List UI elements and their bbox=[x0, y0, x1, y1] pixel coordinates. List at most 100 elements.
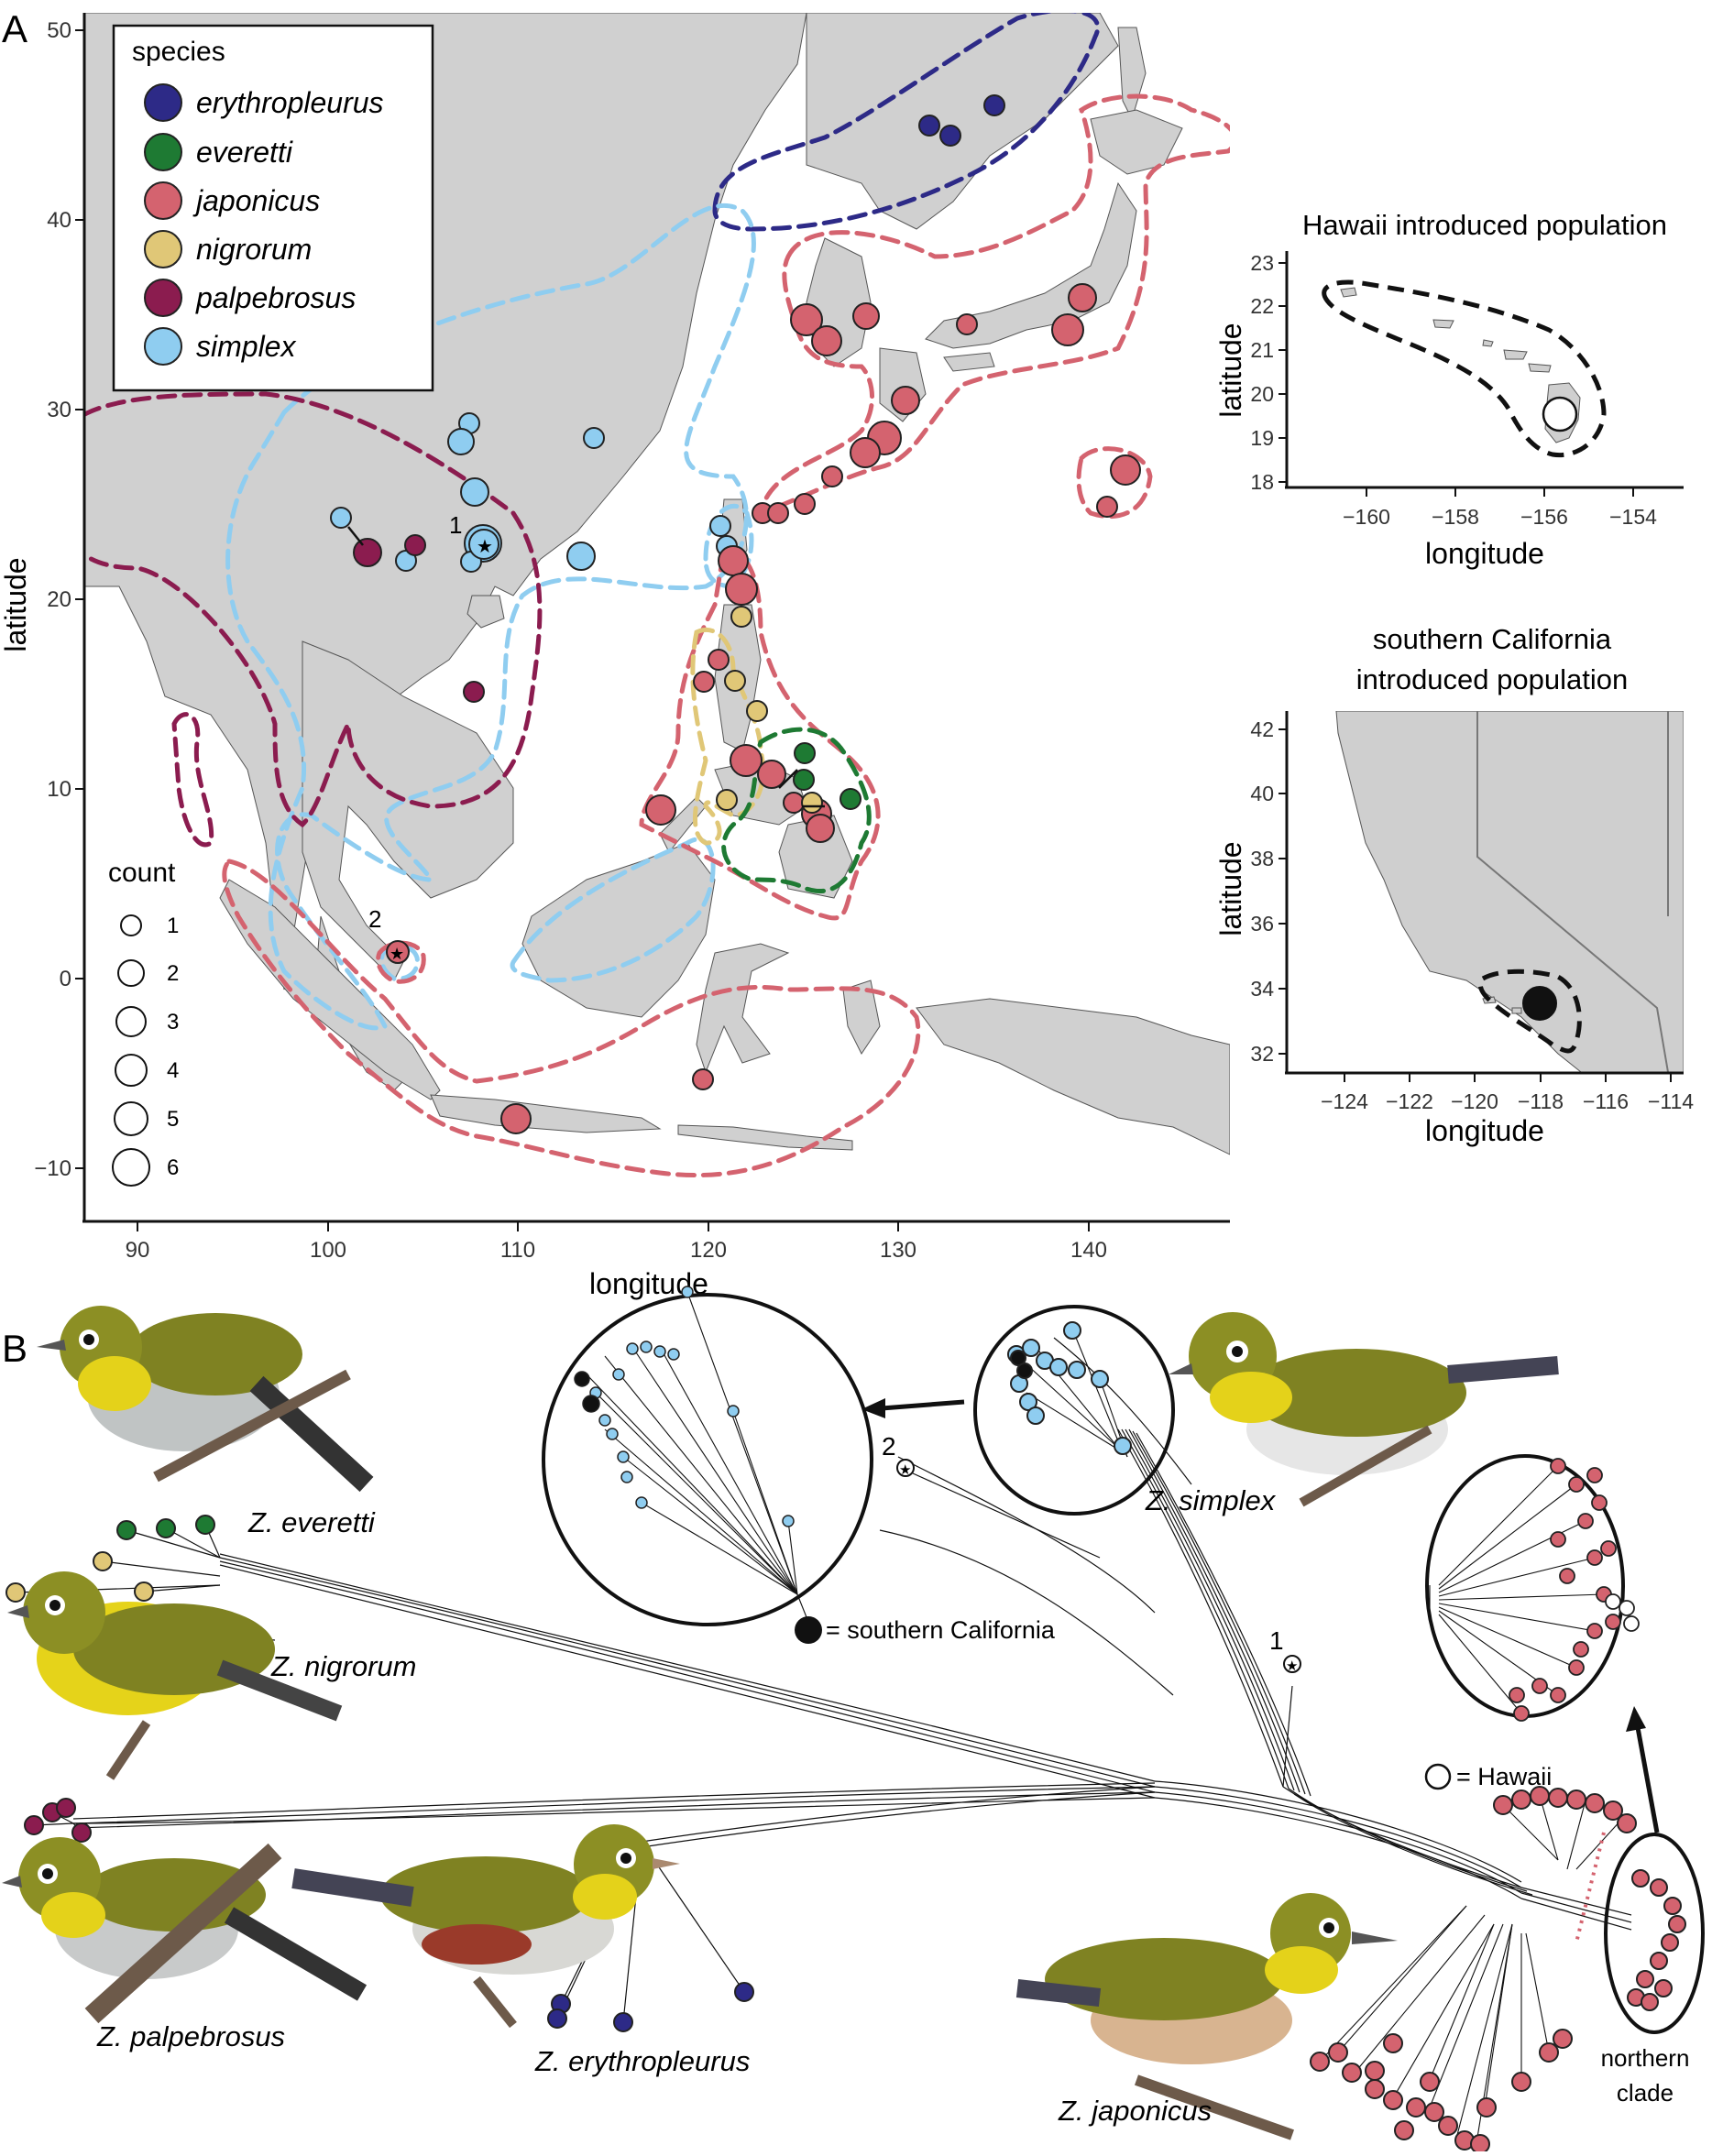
count-legend-value: 3 bbox=[167, 1010, 179, 1034]
tip-japonicus bbox=[1365, 2079, 1385, 2099]
hawaii-zoom-circle bbox=[1425, 1454, 1625, 1718]
site-star-icon: ★ bbox=[477, 537, 493, 557]
california-y-tick: 40 bbox=[1250, 782, 1274, 805]
point-simplex-site-1 bbox=[468, 529, 499, 560]
tip-japonicus bbox=[1586, 1623, 1603, 1639]
land-mindanao bbox=[778, 815, 853, 899]
land-california bbox=[1335, 711, 1684, 1072]
range-japonicus-east bbox=[757, 93, 1230, 517]
tip-japonicus bbox=[1550, 1687, 1566, 1703]
california-y-tick: 34 bbox=[1250, 977, 1274, 1001]
map-y-label: latitude bbox=[0, 557, 32, 651]
range-everetti bbox=[721, 727, 872, 894]
tip-japonicus bbox=[1631, 1869, 1650, 1888]
tip-simplex bbox=[1022, 1339, 1040, 1357]
tip-simplex bbox=[620, 1471, 633, 1483]
tip-label-1: 1 bbox=[1269, 1626, 1284, 1655]
map-y-tick: 0 bbox=[60, 967, 71, 991]
land-lesser-sunda bbox=[677, 1124, 853, 1151]
legend-label: erythropleurus bbox=[196, 86, 384, 119]
point-japonicus bbox=[852, 302, 880, 330]
hawaii-y-tick: 19 bbox=[1250, 426, 1274, 450]
range-simplex bbox=[225, 202, 756, 1031]
point-japonicus bbox=[730, 744, 763, 777]
legend-swatch-erythropleurus bbox=[144, 83, 182, 122]
map-y-tick: 50 bbox=[47, 18, 71, 43]
point-palpebrosus bbox=[353, 538, 382, 567]
species-label-everetti: Z. everetti bbox=[247, 1506, 376, 1538]
tip-japonicus bbox=[1365, 2061, 1385, 2081]
tip-japonicus bbox=[1470, 2134, 1490, 2154]
tip-simplex bbox=[617, 1450, 630, 1463]
range-palpebrosus-andaman bbox=[171, 712, 214, 848]
point-everetti bbox=[793, 769, 815, 791]
legend-swatch-nigrorum bbox=[144, 230, 182, 268]
tip-japonicus bbox=[1605, 1614, 1621, 1630]
tip-simplex bbox=[635, 1496, 648, 1509]
tip-japonicus bbox=[1603, 1800, 1623, 1821]
map-x-tick: 140 bbox=[1070, 1238, 1107, 1263]
tip-japonicus bbox=[1548, 1788, 1568, 1808]
tip-palpebrosus bbox=[24, 1815, 44, 1835]
california-x-tick: −120 bbox=[1451, 1089, 1498, 1113]
species-legend: species erythropleurus everetti japonicu… bbox=[112, 24, 434, 392]
hawaii-x-label: longitude bbox=[1425, 537, 1544, 570]
tip-simplex bbox=[1026, 1406, 1045, 1425]
point-japonicus bbox=[500, 1103, 532, 1134]
tip-southern-california bbox=[574, 1371, 590, 1387]
california-y-label: latitude bbox=[1214, 841, 1247, 936]
range-simplex-taiwan bbox=[703, 503, 754, 589]
count-legend-value: 5 bbox=[167, 1107, 179, 1132]
point-nigrorum bbox=[730, 606, 752, 628]
tip-japonicus bbox=[1550, 1531, 1566, 1548]
tip-simplex bbox=[640, 1341, 653, 1353]
tip-japonicus bbox=[1568, 1476, 1585, 1493]
range-simplex-borneo bbox=[510, 837, 716, 983]
zoom-arrow-northern bbox=[1634, 1722, 1660, 1833]
site-label-1: 1 bbox=[449, 511, 462, 539]
southern-california-key-swatch bbox=[795, 1616, 822, 1644]
species-label-simplex: Z. simplex bbox=[1145, 1484, 1277, 1516]
map-y-tick: 10 bbox=[47, 777, 71, 802]
tip-japonicus bbox=[1342, 2063, 1362, 2083]
tip-erythropleurus bbox=[547, 2008, 567, 2029]
map-x-tick: 90 bbox=[126, 1238, 150, 1263]
land-russia-fe bbox=[806, 13, 1119, 230]
map-x-tick: 130 bbox=[880, 1238, 916, 1263]
count-legend-value: 4 bbox=[167, 1058, 179, 1083]
legend-label: palpebrosus bbox=[195, 281, 356, 314]
arrow-head-icon bbox=[861, 1398, 885, 1418]
point-simplex bbox=[447, 428, 475, 455]
tip-site-2 bbox=[896, 1459, 915, 1477]
hawaii-y-tick: 20 bbox=[1250, 382, 1274, 406]
tip-japonicus bbox=[1586, 1549, 1603, 1566]
range-erythropleurus bbox=[712, 13, 1100, 232]
point-nigrorum bbox=[801, 792, 823, 814]
california-x-tick: −124 bbox=[1321, 1089, 1368, 1113]
point-japonicus bbox=[783, 792, 805, 814]
hawaii-y-label: latitude bbox=[1214, 323, 1247, 417]
point-japonicus bbox=[645, 794, 676, 826]
tip-simplex bbox=[606, 1428, 619, 1440]
tip-japonicus bbox=[1553, 2029, 1573, 2049]
count-legend-value: 6 bbox=[167, 1155, 179, 1180]
point-erythropleurus bbox=[983, 94, 1005, 116]
inset-hawaii-title: Hawaii introduced population bbox=[1302, 209, 1667, 241]
range-japonicus-bonin bbox=[1076, 446, 1153, 520]
tip-japonicus bbox=[1420, 2072, 1440, 2092]
southern-california-key-label: = southern California bbox=[826, 1616, 1056, 1644]
tip-everetti bbox=[116, 1520, 137, 1540]
species-label-erythropleurus: Z. erythropleurus bbox=[534, 2045, 750, 2077]
california-sample-point bbox=[1522, 986, 1557, 1021]
point-everetti bbox=[794, 742, 816, 764]
main-map: ★ ★ 1 2 9 bbox=[0, 13, 1230, 1300]
tip-southern-california bbox=[582, 1395, 600, 1413]
legend-swatch-japonicus bbox=[144, 181, 182, 220]
channel-islands bbox=[1482, 996, 1522, 1014]
species-label-palpebrosus: Z. palpebrosus bbox=[96, 2020, 285, 2052]
count-legend-value: 1 bbox=[167, 914, 179, 938]
hawaii-range-outline bbox=[1322, 279, 1607, 458]
point-japonicus bbox=[1110, 454, 1141, 486]
tip-japonicus bbox=[1650, 1952, 1668, 1970]
map-x-tick: 120 bbox=[690, 1238, 727, 1263]
